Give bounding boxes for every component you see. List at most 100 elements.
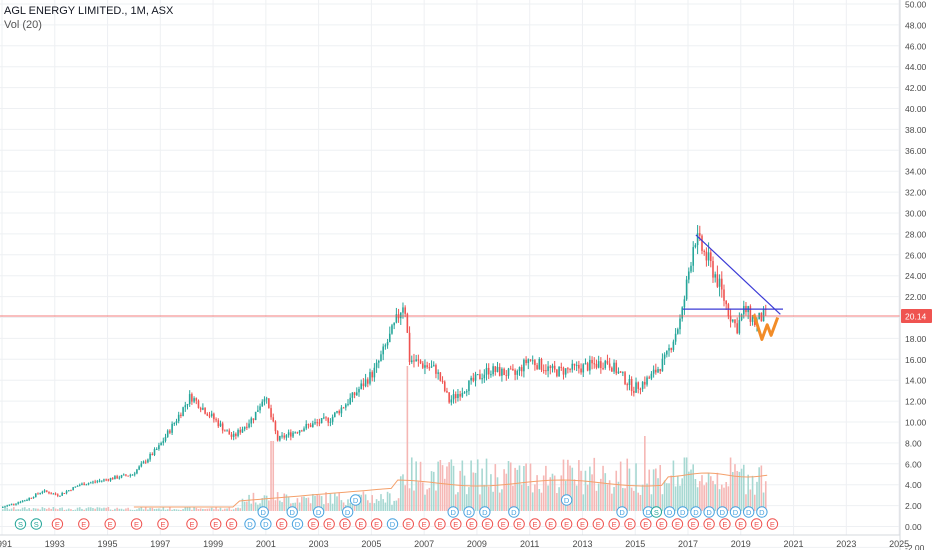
- event-marker[interactable]: D: [508, 506, 520, 518]
- event-marker-label: E: [722, 520, 727, 529]
- candle-body: [749, 306, 752, 322]
- candle-body: [301, 430, 303, 432]
- volume-bar: [237, 507, 239, 511]
- event-marker[interactable]: E: [402, 518, 415, 530]
- event-marker[interactable]: E: [671, 518, 684, 530]
- candle-body: [149, 454, 151, 460]
- event-marker-label: E: [81, 520, 86, 529]
- event-marker[interactable]: D: [257, 506, 269, 518]
- event-marker[interactable]: E: [104, 518, 116, 530]
- event-marker-circle: [186, 518, 198, 530]
- event-marker[interactable]: S: [650, 506, 663, 518]
- candle-body: [103, 479, 105, 481]
- candle-body: [655, 369, 657, 373]
- event-marker[interactable]: E: [450, 518, 462, 530]
- price-axis[interactable]: -2.00 0.00 2.00 4.00 6.00 8.00 10.00 12.00 14.00…: [901, 0, 932, 550]
- event-marker[interactable]: E: [735, 518, 747, 530]
- event-marker[interactable]: E: [497, 518, 510, 530]
- volume-bar: [606, 484, 609, 511]
- event-marker[interactable]: E: [592, 518, 604, 530]
- event-marker[interactable]: E: [560, 518, 573, 530]
- event-marker[interactable]: D: [703, 506, 715, 518]
- event-marker[interactable]: D: [349, 494, 362, 506]
- event-marker[interactable]: D: [663, 506, 676, 518]
- volume-bar: [89, 507, 92, 511]
- event-marker[interactable]: E: [703, 518, 715, 530]
- candle-body: [674, 333, 677, 342]
- event-marker[interactable]: E: [766, 518, 779, 530]
- event-marker[interactable]: D: [260, 518, 272, 530]
- candle-body: [404, 307, 406, 314]
- event-marker[interactable]: E: [157, 518, 169, 530]
- event-marker[interactable]: E: [323, 518, 335, 530]
- event-marker[interactable]: E: [513, 518, 525, 530]
- event-marker[interactable]: E: [434, 518, 446, 530]
- event-marker[interactable]: D: [463, 506, 475, 518]
- event-marker[interactable]: S: [14, 518, 27, 530]
- event-marker[interactable]: D: [312, 506, 325, 518]
- volume-bar: [617, 481, 620, 511]
- event-marker[interactable]: D: [560, 494, 573, 506]
- event-marker[interactable]: S: [30, 518, 43, 530]
- event-marker[interactable]: D: [479, 506, 491, 518]
- volume-bar: [578, 460, 580, 511]
- candle-body: [661, 358, 664, 372]
- event-marker[interactable]: E: [418, 518, 430, 530]
- event-marker[interactable]: E: [624, 518, 636, 530]
- event-marker[interactable]: D: [756, 506, 768, 518]
- volume-bar: [525, 463, 527, 511]
- candle-body: [624, 372, 626, 385]
- event-marker[interactable]: E: [210, 518, 222, 530]
- event-marker[interactable]: E: [719, 518, 731, 530]
- descending-trendline[interactable]: [695, 234, 781, 315]
- event-marker[interactable]: E: [750, 518, 763, 530]
- event-marker[interactable]: E: [370, 518, 383, 530]
- event-marker[interactable]: D: [677, 506, 689, 518]
- event-marker[interactable]: E: [640, 518, 652, 530]
- candle-body: [272, 417, 275, 422]
- event-marker[interactable]: E: [545, 518, 557, 530]
- candle-body: [270, 408, 272, 418]
- event-marker[interactable]: E: [130, 518, 143, 530]
- event-marker-label: D: [260, 508, 266, 517]
- time-axis[interactable]: 1991 1993 1995 1997 1999 2001 2003 2005 2007 2009…: [0, 539, 909, 549]
- event-marker[interactable]: E: [576, 518, 589, 530]
- volume-bar: [764, 481, 767, 511]
- candle-body: [553, 365, 556, 370]
- event-marker[interactable]: E: [608, 518, 620, 530]
- event-marker[interactable]: E: [687, 518, 699, 530]
- event-marker[interactable]: E: [355, 518, 367, 530]
- event-marker[interactable]: D: [291, 518, 304, 530]
- x-tick-label: 2009: [467, 539, 487, 549]
- event-marker-label: E: [189, 520, 194, 529]
- event-marker[interactable]: E: [655, 518, 668, 530]
- volume-bar: [709, 476, 712, 511]
- event-marker[interactable]: D: [386, 518, 399, 530]
- volume-bar: [760, 465, 763, 511]
- event-marker[interactable]: E: [307, 518, 320, 530]
- event-marker[interactable]: D: [616, 506, 628, 518]
- event-marker[interactable]: E: [481, 518, 494, 530]
- event-marker[interactable]: E: [186, 518, 198, 530]
- event-marker[interactable]: D: [244, 518, 256, 530]
- event-marker[interactable]: E: [465, 518, 478, 530]
- event-marker[interactable]: E: [339, 518, 351, 530]
- volume-bar: [109, 509, 112, 511]
- event-marker[interactable]: D: [447, 506, 459, 518]
- event-marker[interactable]: D: [716, 506, 729, 518]
- event-marker[interactable]: E: [51, 518, 64, 530]
- volume-bar: [650, 494, 653, 511]
- event-marker[interactable]: D: [286, 506, 298, 518]
- event-marker[interactable]: E: [78, 518, 90, 530]
- event-marker[interactable]: E: [275, 518, 288, 530]
- event-marker[interactable]: D: [729, 506, 742, 518]
- event-marker[interactable]: E: [529, 518, 541, 530]
- event-marker-label: E: [548, 520, 553, 529]
- event-marker[interactable]: E: [225, 518, 238, 530]
- event-marker[interactable]: D: [742, 506, 755, 518]
- volume-bar: [481, 468, 483, 511]
- projection-path[interactable]: [752, 313, 780, 341]
- event-marker[interactable]: D: [341, 506, 354, 518]
- event-marker[interactable]: D: [690, 506, 702, 518]
